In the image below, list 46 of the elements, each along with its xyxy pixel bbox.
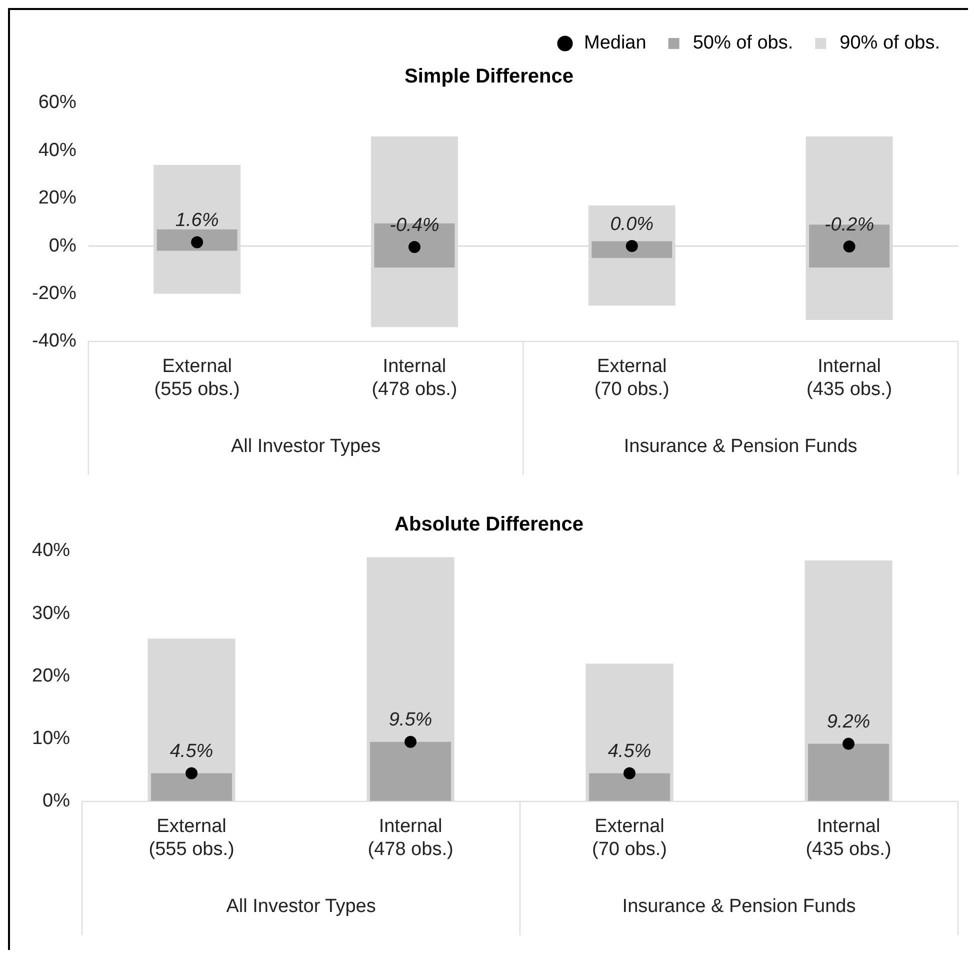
x-tick-label: External (70 obs.) [592,816,668,860]
y-tick-label: -40% [32,330,76,352]
data-label: 1.6% [175,210,219,232]
x-tick-label: Internal (478 obs.) [372,356,458,400]
text: All Investor Types [230,436,381,458]
text: All Investor Types [226,896,376,918]
data-label: 9.2% [826,712,870,733]
point [186,767,198,780]
data-label: 0.0% [610,214,654,235]
data-label: -0.4% [390,214,440,236]
x-tick-label: External (555 obs.) [148,816,234,860]
x-tick-label: Internal (478 obs.) [368,816,454,860]
x-tick-label: External (70 obs.) [594,356,670,400]
bar [808,744,890,802]
x-tick-label: External (555 obs.) [154,356,240,400]
legend-label: 50% of obs. [692,32,794,54]
y-tick-label: 10% [32,728,70,750]
legend-label: Median [584,32,646,54]
legend-label: 90% of obs. [840,32,940,54]
x-tick-label: Internal (435 obs.) [806,816,892,860]
y-tick-label: 20% [38,188,76,209]
point [842,738,855,750]
data-label: 4.5% [608,741,652,762]
chart-title: Simple Difference [404,66,574,88]
bar [151,773,232,802]
y-tick-label: 30% [32,602,70,624]
bar [588,773,670,802]
data-label: 9.5% [388,710,432,731]
chart-title: Absolute Difference [394,514,584,536]
y-tick-label: 0% [42,790,70,812]
y-tick-label: 40% [38,140,76,161]
text: Insurance & Pension Funds [624,436,858,458]
point [624,767,636,780]
text: Insurance & Pension Funds [622,896,856,918]
bar [370,742,452,802]
data-label: 4.5% [170,741,214,762]
y-tick-label: 0% [48,235,76,256]
bar [592,241,672,258]
x-tick-label: Internal (435 obs.) [806,356,892,400]
bar [156,229,238,251]
y-tick-label: -20% [32,282,76,304]
y-tick-label: 60% [38,92,76,114]
point [404,736,417,748]
y-tick-label: 40% [32,540,70,562]
y-tick-label: 20% [32,665,70,686]
data-label: -0.2% [824,214,874,236]
